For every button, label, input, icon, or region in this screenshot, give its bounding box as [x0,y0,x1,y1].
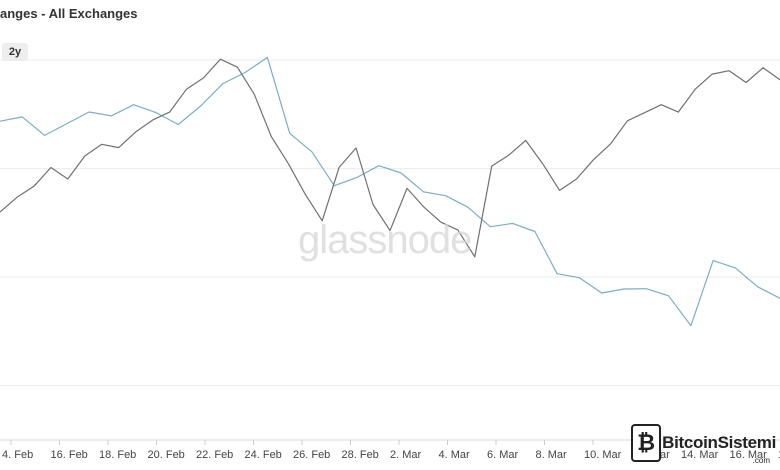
brand-name: BitcoinSistemi [662,433,776,452]
bitcoinsistemi-logo: ₿ BitcoinSistemi [631,424,776,462]
chart-title: anges - All Exchanges [0,6,138,21]
x-tick-label: 2. Mar [390,449,422,461]
x-tick-label: 24. Feb [245,449,282,461]
x-tick-label: 16. Mar [730,449,768,461]
x-tick-label: 10. Mar [584,449,622,461]
data-lines [0,56,780,327]
x-tick-label: 4. Feb [2,449,33,461]
x-tick-label: 6. Mar [487,449,519,461]
x-tick-label: 20. Feb [148,449,185,461]
gray-series-line [0,58,780,258]
x-tick-label: 18. Feb [99,449,136,461]
x-tick-label: 18. Mar [778,449,780,461]
x-tick-label: 8. Mar [536,449,568,461]
brand-domain: .com [752,456,770,465]
x-tick-label: 14. Mar [681,449,719,461]
x-tick-label: 16. Feb [51,449,88,461]
x-tick-label: 22. Feb [196,449,233,461]
x-tick-label: 26. Feb [293,449,330,461]
bitcoin-badge-icon: ₿ [631,424,662,462]
x-tick-label: 4. Mar [439,449,471,461]
glassnode-watermark: glassnode [298,218,472,262]
grid-lines [0,59,780,387]
range-2y-button[interactable]: 2y [2,43,28,61]
x-tick-label: 28. Feb [342,449,379,461]
x-axis-ticks: 4. Feb 16. Feb 18. Feb 20. Feb 22. Feb 24. Fe… [2,440,780,461]
blue-series-line [0,56,780,327]
